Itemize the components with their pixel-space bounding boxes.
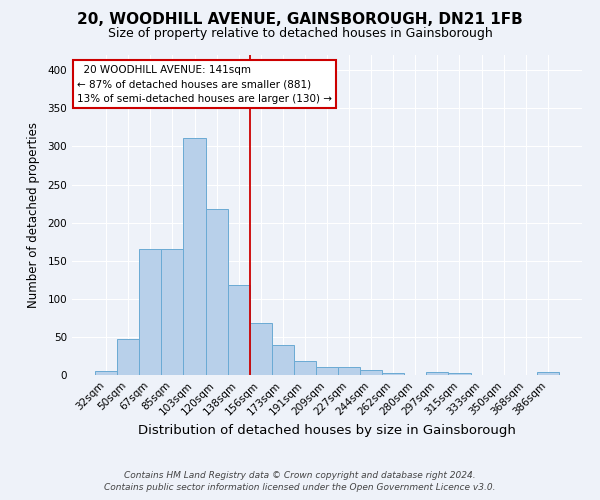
Bar	[360, 370, 382, 375]
Bar	[448, 372, 470, 375]
Text: Contains HM Land Registry data © Crown copyright and database right 2024.
Contai: Contains HM Land Registry data © Crown c…	[104, 471, 496, 492]
Bar	[272, 346, 294, 375]
X-axis label: Distribution of detached houses by size in Gainsborough: Distribution of detached houses by size …	[138, 424, 516, 436]
Bar	[382, 372, 404, 375]
Bar	[250, 323, 272, 375]
Bar	[139, 250, 161, 375]
Text: 20, WOODHILL AVENUE, GAINSBOROUGH, DN21 1FB: 20, WOODHILL AVENUE, GAINSBOROUGH, DN21 …	[77, 12, 523, 28]
Bar	[206, 209, 227, 375]
Bar	[184, 138, 206, 375]
Bar	[537, 372, 559, 375]
Bar	[294, 360, 316, 375]
Text: Size of property relative to detached houses in Gainsborough: Size of property relative to detached ho…	[107, 28, 493, 40]
Bar	[95, 371, 117, 375]
Bar	[427, 372, 448, 375]
Bar	[316, 368, 338, 375]
Text: 20 WOODHILL AVENUE: 141sqm
← 87% of detached houses are smaller (881)
13% of sem: 20 WOODHILL AVENUE: 141sqm ← 87% of deta…	[77, 64, 332, 104]
Bar	[338, 368, 360, 375]
Bar	[227, 285, 250, 375]
Bar	[161, 250, 184, 375]
Y-axis label: Number of detached properties: Number of detached properties	[28, 122, 40, 308]
Bar	[117, 339, 139, 375]
